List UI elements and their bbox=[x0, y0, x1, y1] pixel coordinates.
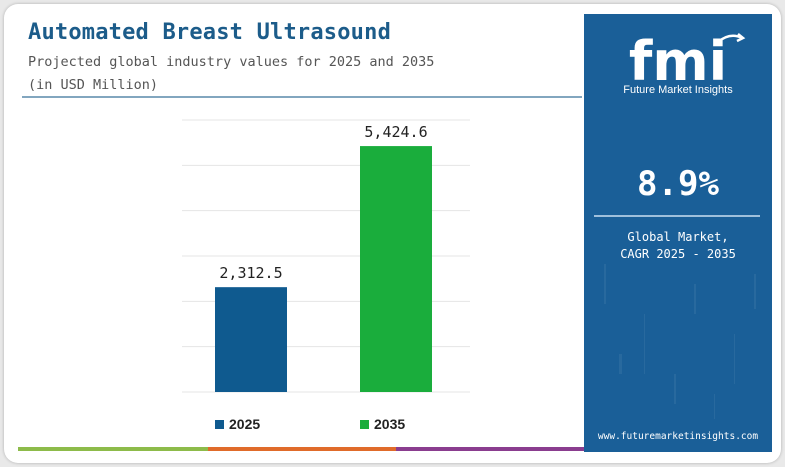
side-panel: fmi Future Market Insights 8.9% Global M… bbox=[584, 14, 772, 452]
infographic-card: Automated Breast Ultrasound Projected gl… bbox=[4, 4, 781, 463]
legend-item-2025: 2025 bbox=[215, 416, 260, 432]
subtitle-line-2: (in USD Million) bbox=[28, 77, 159, 93]
bar-2025 bbox=[215, 287, 287, 392]
logo-subtitle: Future Market Insights bbox=[623, 84, 733, 96]
cagr-label-line-1: Global Market, bbox=[627, 230, 729, 244]
bar-chart: 2,312.5 5,424.6 bbox=[182, 119, 470, 393]
legend-swatch-2035 bbox=[360, 419, 369, 429]
panel-texture bbox=[604, 264, 756, 419]
data-label-2025: 2,312.5 bbox=[219, 264, 282, 282]
bottom-bar-green bbox=[18, 447, 208, 451]
legend-item-2035: 2035 bbox=[360, 416, 405, 432]
cagr-value: 8.9% bbox=[637, 164, 719, 204]
bar-2035 bbox=[360, 146, 432, 392]
page-title: Automated Breast Ultrasound bbox=[28, 20, 392, 45]
legend-label-2025: 2025 bbox=[229, 416, 261, 432]
title-divider bbox=[22, 96, 582, 98]
subtitle-line-1: Projected global industry values for 202… bbox=[28, 54, 435, 70]
panel-divider bbox=[594, 215, 760, 217]
bottom-color-bar bbox=[18, 447, 584, 451]
data-label-2035: 5,424.6 bbox=[364, 123, 427, 141]
cagr-label-line-2: CAGR 2025 - 2035 bbox=[620, 247, 736, 261]
legend-label-2035: 2035 bbox=[374, 416, 406, 432]
bottom-bar-orange bbox=[208, 447, 396, 451]
legend-swatch-2025 bbox=[215, 419, 224, 429]
fmi-logo-icon: fmi bbox=[629, 30, 746, 93]
logo-text: fmi bbox=[629, 30, 727, 93]
website-url: www.futuremarketinsights.com bbox=[597, 431, 759, 442]
bottom-bar-purple bbox=[396, 447, 584, 451]
page-subtitle: Projected global industry values for 202… bbox=[28, 51, 434, 97]
cagr-label: Global Market, CAGR 2025 - 2035 bbox=[584, 229, 772, 263]
